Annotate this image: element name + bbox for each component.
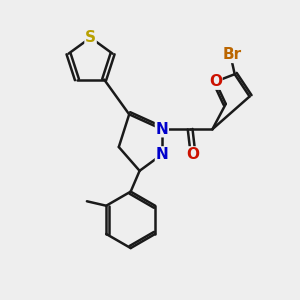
Text: Br: Br xyxy=(222,47,241,62)
Text: O: O xyxy=(209,74,222,89)
Text: S: S xyxy=(85,30,96,45)
Text: N: N xyxy=(155,147,168,162)
Text: O: O xyxy=(187,147,200,162)
Text: N: N xyxy=(155,122,168,137)
